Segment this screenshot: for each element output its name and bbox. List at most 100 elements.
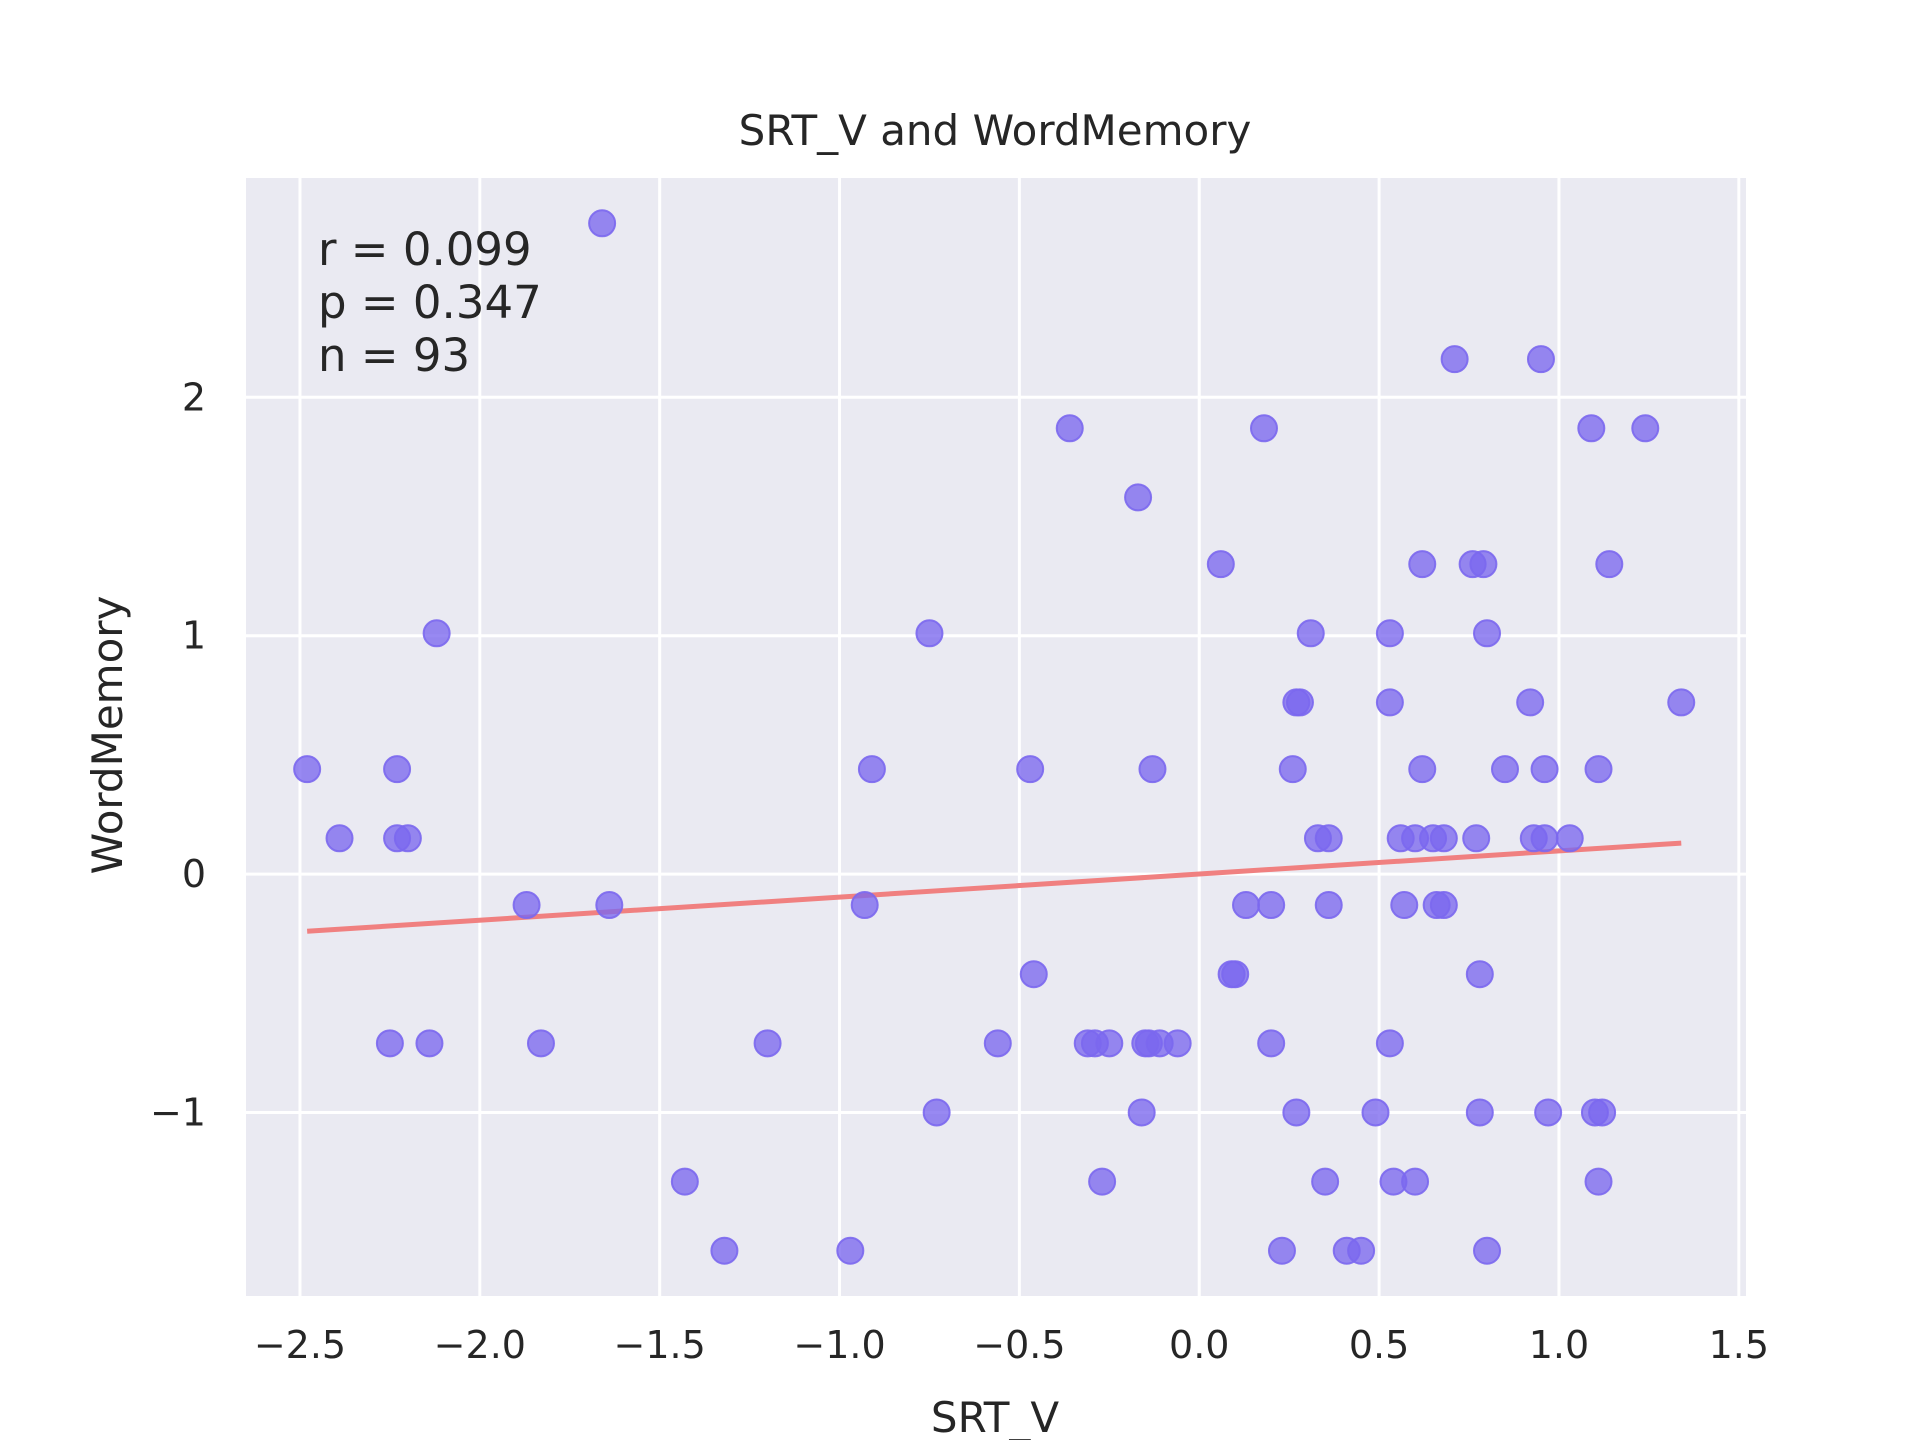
data-point (293, 755, 322, 784)
x-tick-label: −2.5 (254, 1323, 346, 1367)
stat-p: p = 0.347 (318, 276, 542, 329)
data-point (1375, 1029, 1404, 1058)
data-point (1577, 414, 1606, 443)
data-point (1314, 824, 1343, 853)
data-point (1282, 1098, 1311, 1127)
data-point (1375, 688, 1404, 717)
data-point (1595, 550, 1624, 579)
stat-n: n = 93 (318, 329, 470, 382)
data-point (983, 1029, 1012, 1058)
data-point (1361, 1098, 1390, 1127)
data-point (1249, 414, 1278, 443)
data-point (526, 1029, 555, 1058)
data-point (922, 1098, 951, 1127)
stat-r: r = 0.099 (318, 223, 532, 276)
data-point (1257, 1029, 1286, 1058)
regression-layer (306, 840, 1682, 934)
data-point (1016, 755, 1045, 784)
data-point (1473, 619, 1502, 648)
data-point (1631, 414, 1660, 443)
data-point (1124, 483, 1153, 512)
grid (246, 178, 1746, 1296)
data-point (850, 891, 879, 920)
y-tick-label: 2 (182, 375, 206, 419)
x-tick-label: 0.0 (1169, 1323, 1229, 1367)
data-point (1465, 1098, 1494, 1127)
data-point (588, 209, 617, 238)
data-point (1530, 755, 1559, 784)
data-point (1257, 891, 1286, 920)
data-point (1429, 891, 1458, 920)
data-point (1667, 688, 1696, 717)
data-point (422, 619, 451, 648)
data-point (1095, 1029, 1124, 1058)
x-tick-label: 1.0 (1529, 1323, 1589, 1367)
data-point (1278, 755, 1307, 784)
data-point (1440, 345, 1469, 374)
data-point (1347, 1236, 1376, 1265)
tick-labels: −2.5 −2.0 −1.5 −1.0 −0.5 0.0 0.5 1.0 1.5 −1 0 1 2 (150, 375, 1769, 1367)
data-point (1584, 1167, 1613, 1196)
data-point (1490, 755, 1519, 784)
x-tick-label: −1.0 (793, 1323, 885, 1367)
data-point (383, 755, 412, 784)
data-point (1267, 1236, 1296, 1265)
data-point (1530, 824, 1559, 853)
data-point (1163, 1029, 1192, 1058)
data-point (1296, 619, 1325, 648)
data-point (710, 1236, 739, 1265)
data-point (1314, 891, 1343, 920)
data-point (1473, 1236, 1502, 1265)
points-layer (293, 209, 1696, 1265)
data-point (393, 824, 422, 853)
data-point (857, 755, 886, 784)
data-point (1584, 755, 1613, 784)
data-point (1311, 1167, 1340, 1196)
data-point (1019, 960, 1048, 989)
data-point (1375, 619, 1404, 648)
x-tick-label: −0.5 (973, 1323, 1065, 1367)
data-point (512, 891, 541, 920)
x-axis-title: SRT_V (931, 1393, 1059, 1440)
data-point (595, 891, 624, 920)
data-point (375, 1029, 404, 1058)
y-tick-label: −1 (150, 1090, 206, 1134)
regression-line (306, 840, 1682, 934)
data-point (1285, 688, 1314, 717)
data-point (1465, 960, 1494, 989)
plot-area (246, 178, 1746, 1296)
data-point (1206, 550, 1235, 579)
data-point (1221, 960, 1250, 989)
x-tick-label: 1.5 (1709, 1323, 1769, 1367)
data-point (1232, 891, 1260, 920)
data-point (753, 1029, 782, 1058)
data-point (1469, 550, 1498, 579)
y-tick-label: 0 (182, 852, 206, 896)
data-point (1408, 755, 1437, 784)
data-point (1127, 1098, 1156, 1127)
data-point (1429, 824, 1458, 853)
data-point (1555, 824, 1584, 853)
data-point (1462, 824, 1491, 853)
y-axis-title: WordMemory (83, 596, 132, 875)
data-point (1526, 345, 1555, 374)
data-point (1390, 891, 1419, 920)
data-point (415, 1029, 444, 1058)
data-point (1088, 1167, 1117, 1196)
data-point (1138, 755, 1167, 784)
chart-title: SRT_V and WordMemory (739, 106, 1252, 155)
data-point (1055, 414, 1084, 443)
x-tick-label: 0.5 (1349, 1323, 1409, 1367)
data-point (1588, 1098, 1617, 1127)
data-point (325, 824, 354, 853)
stats-annotation: r = 0.099 p = 0.347 n = 93 (318, 223, 542, 382)
data-point (1401, 1167, 1430, 1196)
data-point (1516, 688, 1545, 717)
data-point (670, 1167, 699, 1196)
x-tick-label: −1.5 (614, 1323, 706, 1367)
data-point (1534, 1098, 1563, 1127)
y-tick-label: 1 (182, 614, 206, 658)
data-point (915, 619, 944, 648)
